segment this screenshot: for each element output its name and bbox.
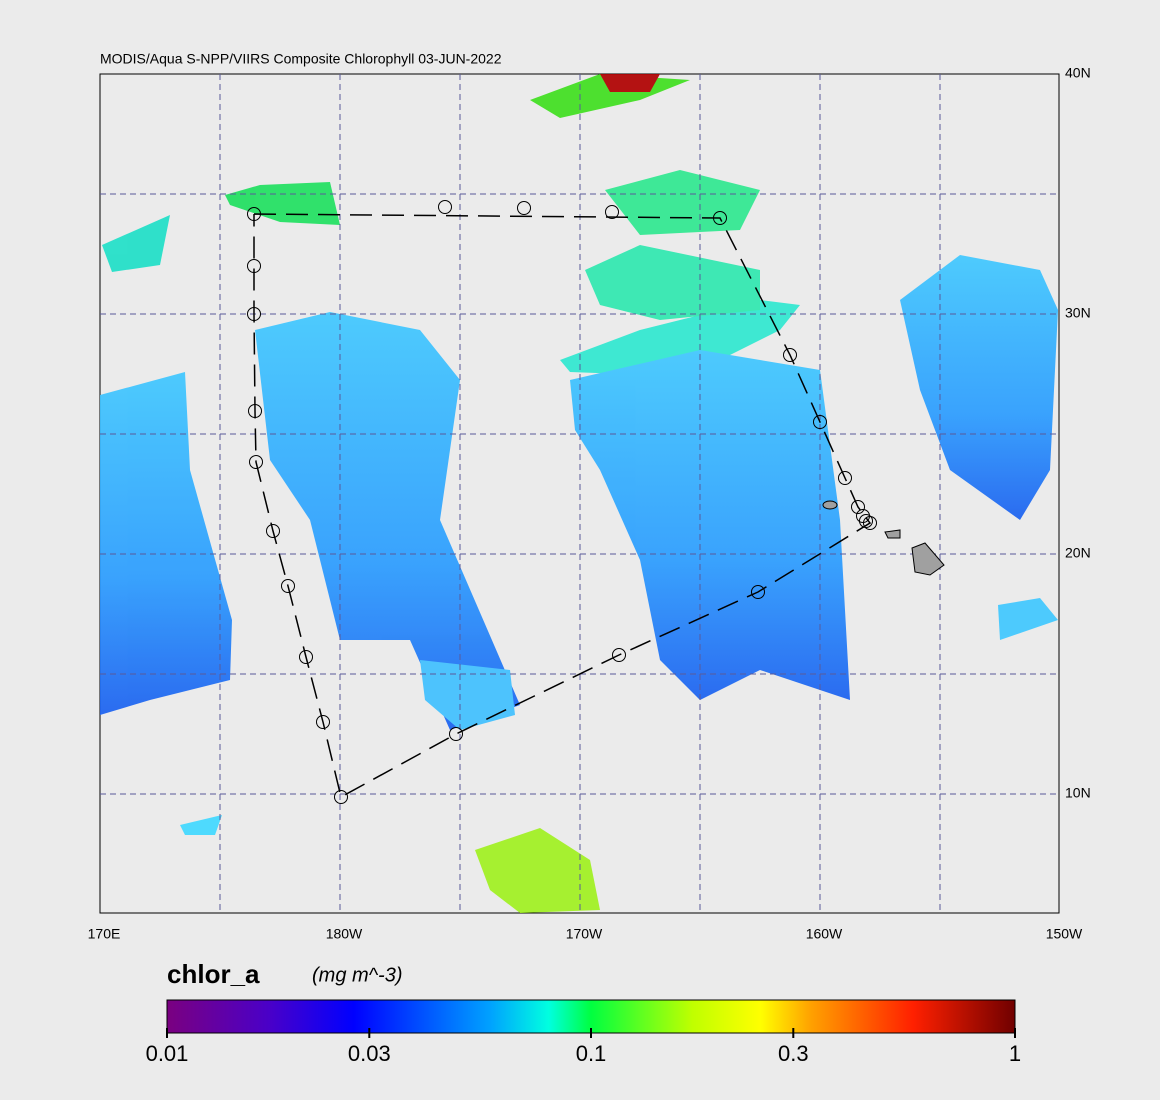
- lat-labels: 40N 30N 20N 10N: [1065, 65, 1091, 801]
- station: [247, 259, 261, 273]
- colorbar-tick-label: 0.01: [146, 1041, 189, 1066]
- station: [334, 790, 348, 804]
- station: [316, 715, 330, 729]
- lat-label: 10N: [1065, 785, 1091, 801]
- station: [266, 524, 280, 538]
- colorbar-tick-label: 0.1: [576, 1041, 607, 1066]
- lon-label: 180W: [326, 926, 363, 942]
- station: [813, 415, 827, 429]
- colorbar-tick-label: 0.3: [778, 1041, 809, 1066]
- lat-label: 40N: [1065, 65, 1091, 81]
- station: [247, 207, 261, 221]
- station: [438, 200, 452, 214]
- station: [838, 471, 852, 485]
- colorbar-tick-label: 1: [1009, 1041, 1021, 1066]
- station: [612, 648, 626, 662]
- colorbar-ticks: 0.01 0.03 0.1 0.3 1: [146, 1028, 1021, 1066]
- colorbar-label: chlor_a: [167, 959, 260, 989]
- kauai-island: [822, 500, 838, 510]
- station: [751, 585, 765, 599]
- lat-label: 20N: [1065, 545, 1091, 561]
- map-title: MODIS/Aqua S-NPP/VIIRS Composite Chlorop…: [100, 51, 502, 67]
- colorbar-units: (mg m^-3): [312, 964, 403, 986]
- station: [713, 211, 727, 225]
- lon-label: 170W: [566, 926, 603, 942]
- maui-island: [884, 529, 901, 539]
- station: [299, 650, 313, 664]
- station: [281, 579, 295, 593]
- station: [449, 727, 463, 741]
- station: [249, 455, 263, 469]
- chlorophyll-swaths: [100, 74, 1058, 913]
- lon-labels: 170E 180W 170W 160W 150W: [88, 926, 1083, 942]
- lon-label: 170E: [88, 926, 121, 942]
- station: [248, 404, 262, 418]
- station: [247, 307, 261, 321]
- lon-label: 150W: [1046, 926, 1083, 942]
- colorbar-tick-label: 0.03: [348, 1041, 391, 1066]
- colorbar: [166, 999, 1016, 1034]
- stations: [247, 200, 877, 804]
- station: [517, 201, 531, 215]
- station: [783, 348, 797, 362]
- hawaii-island: [911, 542, 945, 576]
- lat-label: 30N: [1065, 305, 1091, 321]
- station: [605, 205, 619, 219]
- lon-label: 160W: [806, 926, 843, 942]
- station: [851, 500, 865, 514]
- station: [863, 516, 877, 530]
